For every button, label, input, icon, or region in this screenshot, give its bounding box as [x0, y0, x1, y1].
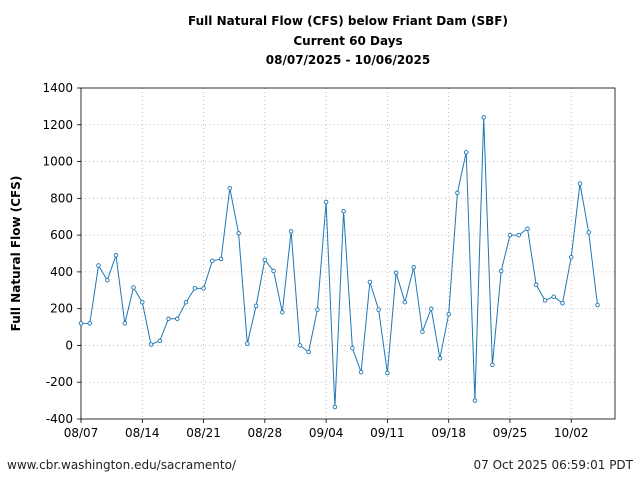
x-tick-label: 09/25: [493, 426, 528, 440]
x-tick-label: 09/18: [431, 426, 466, 440]
data-point: [551, 294, 556, 299]
data-point: [402, 299, 408, 305]
data-point: [227, 185, 233, 191]
data-point: [437, 356, 443, 361]
data-point: [533, 282, 539, 288]
data-point: [498, 268, 504, 274]
x-tick-label: 08/28: [248, 426, 283, 440]
y-tick-label: 600: [50, 228, 73, 242]
data-point: [87, 321, 93, 326]
series-layer: [78, 115, 600, 410]
data-point: [446, 311, 451, 317]
data-point: [472, 398, 478, 403]
plot-frame: [80, 87, 616, 420]
data-point: [245, 341, 250, 346]
data-point: [175, 316, 180, 322]
y-tick-label: 800: [50, 191, 73, 205]
data-point: [253, 303, 259, 309]
data-point: [393, 270, 399, 276]
data-point: [218, 256, 224, 262]
data-point: [490, 362, 495, 368]
data-point: [148, 342, 154, 347]
data-point: [586, 230, 591, 235]
footer-url[interactable]: www.cbr.washington.edu/sacramento/: [7, 458, 236, 472]
data-point: [201, 286, 206, 291]
x-tick-label: 08/14: [125, 426, 160, 440]
data-point: [210, 258, 215, 264]
data-point: [236, 231, 241, 236]
y-tick-label: -400: [46, 412, 73, 426]
data-point: [428, 306, 434, 311]
y-tick-label: 0: [65, 338, 73, 352]
data-point: [113, 253, 119, 258]
y-tick-label: 400: [50, 265, 73, 279]
data-point: [297, 343, 303, 348]
data-point: [183, 299, 189, 305]
data-point: [568, 254, 574, 260]
data-point: [595, 302, 600, 308]
data-point: [350, 345, 355, 351]
data-point: [577, 181, 583, 186]
data-point: [323, 199, 329, 205]
data-point: [288, 229, 294, 234]
data-point: [122, 321, 128, 326]
data-point: [463, 150, 469, 155]
data-point: [385, 370, 390, 376]
x-tick-label: 09/04: [309, 426, 344, 440]
data-point: [105, 277, 110, 283]
data-point: [78, 321, 84, 326]
y-tick-label: 1000: [42, 155, 73, 169]
chart-title: Full Natural Flow (CFS) below Friant Dam…: [188, 14, 508, 28]
series-line: [81, 117, 598, 408]
data-point: [542, 298, 548, 303]
chart-subtitle: Current 60 Days: [293, 34, 403, 48]
data-point: [131, 285, 136, 290]
data-point: [262, 257, 268, 263]
y-tick-label: 1200: [42, 118, 73, 132]
y-tick-label: 1400: [42, 81, 73, 95]
data-point: [516, 232, 521, 238]
data-point: [332, 404, 338, 410]
data-point: [455, 190, 460, 196]
data-point: [280, 310, 285, 315]
data-point: [507, 232, 513, 238]
data-point: [341, 208, 346, 214]
data-point: [192, 286, 198, 291]
data-point: [376, 307, 381, 312]
data-point: [96, 263, 101, 268]
data-point: [481, 115, 486, 120]
data-point: [367, 279, 373, 285]
x-tick-label: 09/11: [370, 426, 405, 440]
data-point: [271, 268, 276, 274]
data-point: [140, 299, 145, 305]
data-point: [358, 369, 364, 375]
x-tick-label: 08/07: [64, 426, 99, 440]
data-point: [525, 226, 530, 231]
data-point: [166, 316, 171, 322]
data-point: [157, 338, 163, 344]
y-tick-label: 200: [50, 302, 73, 316]
axes: [77, 87, 616, 423]
x-tick-label: 08/21: [186, 426, 221, 440]
y-axis-label: Full Natural Flow (CFS): [9, 176, 23, 332]
data-point: [411, 265, 416, 270]
footer-timestamp: 07 Oct 2025 06:59:01 PDT: [473, 458, 633, 472]
chart-date-range: 08/07/2025 - 10/06/2025: [265, 53, 431, 67]
y-tick-label: -200: [46, 375, 73, 389]
data-point: [306, 349, 311, 355]
tick-labels: -400 -200 0 200 400 600 800 1000 1200 1400 08/07 08…: [9, 81, 589, 440]
data-point: [420, 329, 425, 334]
grid-lines: [80, 87, 615, 420]
data-point: [315, 307, 320, 312]
data-point: [560, 300, 565, 306]
x-tick-label: 10/02: [554, 426, 589, 440]
